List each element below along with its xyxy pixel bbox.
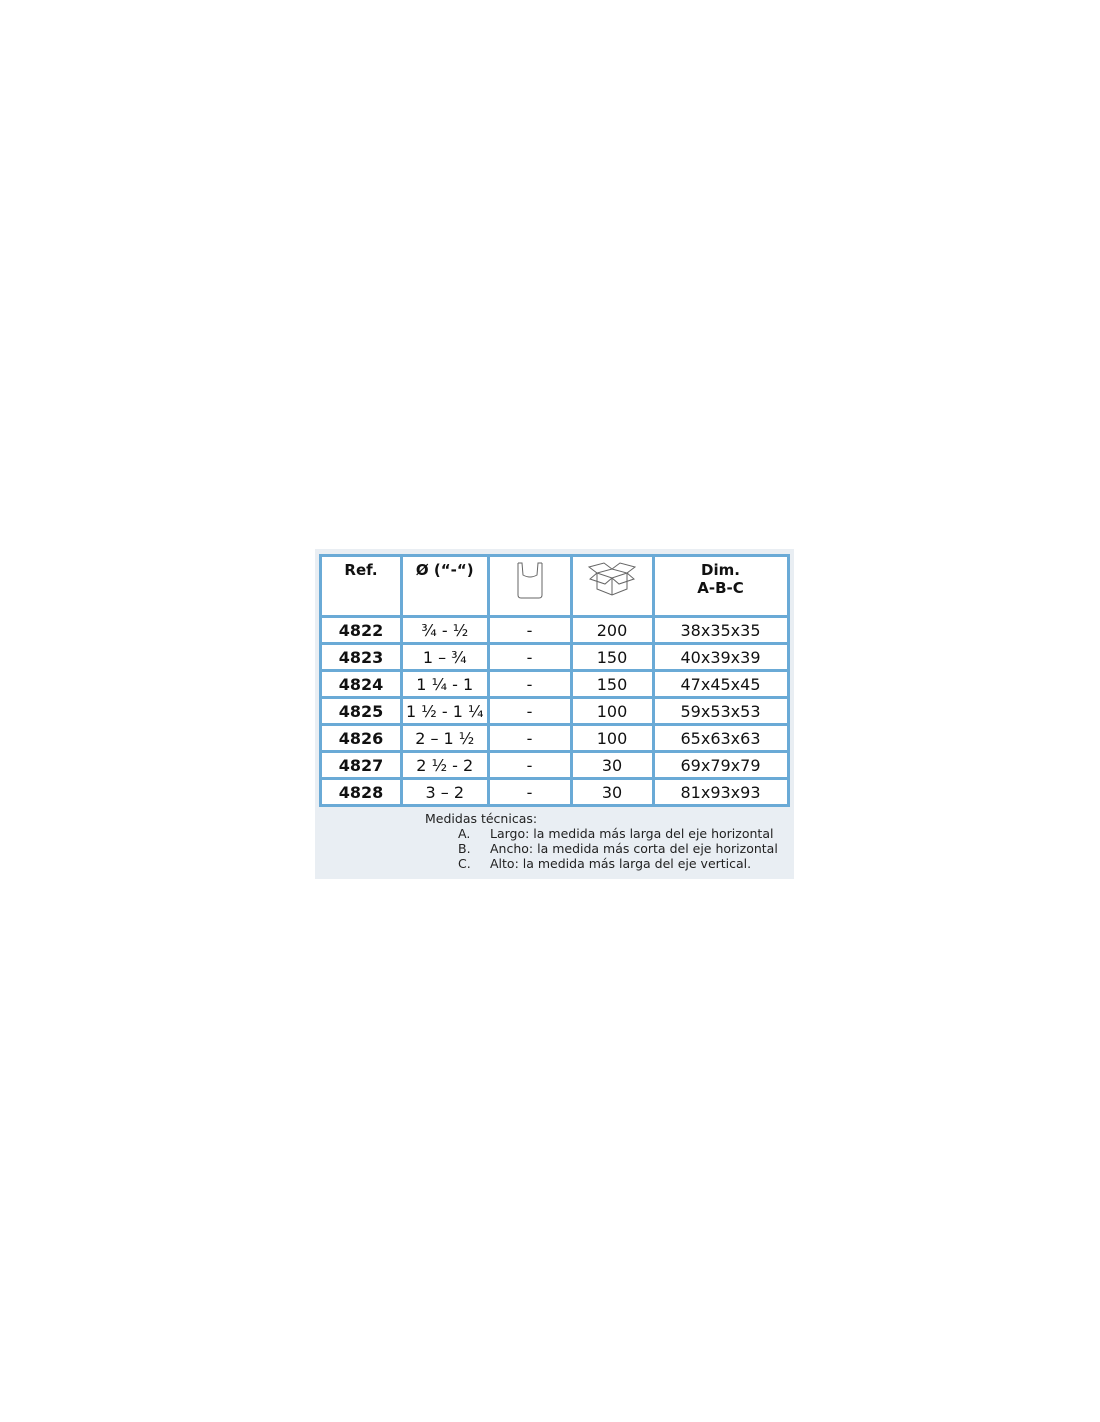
table-row: 4828 3 – 2-30 81x93x93	[319, 777, 790, 807]
note-item: C. Alto: la medida más larga del eje vert…	[425, 856, 790, 871]
ref-cell: 4824	[319, 669, 403, 699]
diameter-cell: 1 – ¾	[400, 642, 490, 672]
dimensions-cell: 65x63x63	[651, 723, 790, 753]
note-item: A. Largo: la medida más larga del eje hor…	[425, 826, 790, 841]
ref-cell: 4827	[319, 750, 403, 780]
notes-title: Medidas técnicas:	[425, 811, 538, 826]
bag-cell: -	[486, 750, 573, 780]
bag-cell: -	[486, 615, 573, 645]
ref-cell: 4822	[319, 615, 403, 645]
diameter-cell: 2 – 1 ½	[400, 723, 490, 753]
note-text: Largo: la medida más larga del eje horiz…	[490, 826, 774, 841]
box-cell: 200	[569, 615, 655, 645]
box-cell: 150	[569, 642, 655, 672]
ref-cell: 4826	[319, 723, 403, 753]
header-ref: Ref.	[319, 554, 403, 618]
header-dimensions: Dim. A-B-C	[651, 554, 790, 618]
note-item: B. Ancho: la medida más corta del eje hor…	[425, 841, 790, 856]
dimensions-cell: 59x53x53	[651, 696, 790, 726]
bag-cell: -	[486, 669, 573, 699]
box-cell: 100	[569, 723, 655, 753]
bag-icon	[517, 562, 542, 599]
box-cell: 100	[569, 696, 655, 726]
table-row: 4823 1 – ¾ -150 40x39x39	[319, 642, 790, 672]
note-key: B.	[458, 841, 471, 856]
header-bag	[486, 554, 573, 618]
diameter-cell: 1 ½ - 1 ¼	[400, 696, 490, 726]
note-key: C.	[458, 856, 471, 871]
diameter-cell: ¾ - ½	[400, 615, 490, 645]
table-row: 4824 1 ¼ - 1-150 47x45x45	[319, 669, 790, 699]
ref-cell: 4828	[319, 777, 403, 807]
table-row: 4822 ¾ - ½ -200 38x35x35	[319, 615, 790, 645]
diameter-cell: 3 – 2	[400, 777, 490, 807]
box-cell: 30	[569, 750, 655, 780]
bag-cell: -	[486, 723, 573, 753]
ref-cell: 4823	[319, 642, 403, 672]
box-cell: 150	[569, 669, 655, 699]
header-row: Ref. Ø (“-“) Dim. A-B-C	[319, 554, 790, 618]
note-text: Alto: la medida más larga del eje vertic…	[490, 856, 752, 871]
note-key: A.	[458, 826, 471, 841]
header-dim-line1: Dim.	[701, 561, 740, 579]
technical-notes: Medidas técnicas: A. Largo: la medida más…	[425, 811, 790, 871]
bag-cell: -	[486, 696, 573, 726]
ref-cell: 4825	[319, 696, 403, 726]
bag-cell: -	[486, 777, 573, 807]
header-dim-line2: A-B-C	[697, 579, 744, 597]
table-row: 4826 2 – 1 ½ -100 65x63x63	[319, 723, 790, 753]
table-row: 4827 2 ½ - 2-30 69x79x79	[319, 750, 790, 780]
bag-cell: -	[486, 642, 573, 672]
table-row: 4825 1 ½ - 1 ¼ -100 59x53x53	[319, 696, 790, 726]
box-icon	[587, 562, 637, 596]
dimensions-cell: 81x93x93	[651, 777, 790, 807]
header-diameter: Ø (“-“)	[400, 554, 490, 618]
dimensions-cell: 38x35x35	[651, 615, 790, 645]
spec-table: Ref. Ø (“-“) Dim. A-B-C 4822 ¾ - ½ -200 38x3…	[319, 554, 790, 807]
diameter-cell: 1 ¼ - 1	[400, 669, 490, 699]
diameter-cell: 2 ½ - 2	[400, 750, 490, 780]
dimensions-cell: 40x39x39	[651, 642, 790, 672]
dimensions-cell: 69x79x79	[651, 750, 790, 780]
header-box	[569, 554, 655, 618]
dimensions-cell: 47x45x45	[651, 669, 790, 699]
box-cell: 30	[569, 777, 655, 807]
spec-panel: Ref. Ø (“-“) Dim. A-B-C 4822 ¾ - ½ -200 38x3…	[315, 549, 794, 879]
note-text: Ancho: la medida más corta del eje horiz…	[490, 841, 778, 856]
